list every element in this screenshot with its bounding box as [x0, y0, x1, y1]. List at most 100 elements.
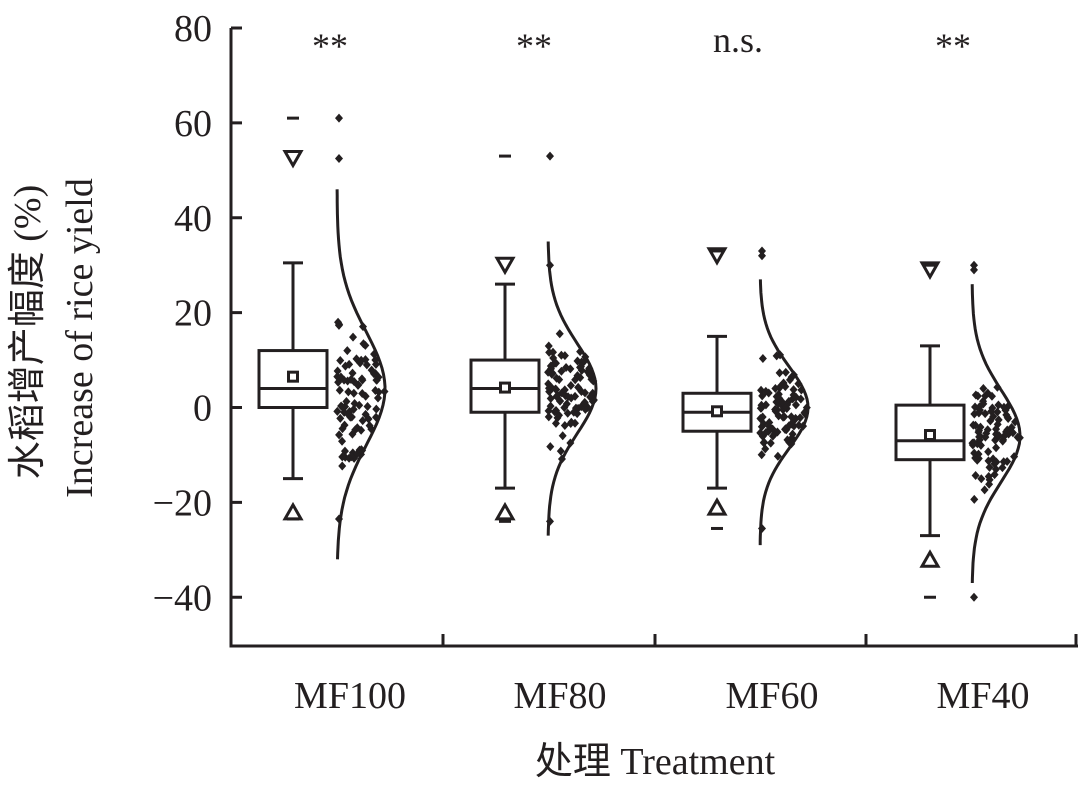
data-point-mf100: [358, 375, 367, 385]
data-point-mf80: [564, 392, 573, 402]
data-point-mf60: [771, 384, 780, 394]
significance-label-mf40: **: [935, 26, 971, 66]
y-tick-label: −40: [153, 577, 212, 619]
data-point-mf100: [349, 332, 358, 342]
y-axis-title-english: Increase of rice yield: [59, 178, 101, 498]
data-point-mf100: [335, 385, 344, 395]
data-point-mf80: [571, 418, 580, 428]
data-point-mf80: [571, 391, 580, 401]
data-point-mf100: [361, 355, 370, 365]
data-point-mf40: [1010, 452, 1019, 462]
data-point-mf80: [569, 407, 578, 417]
data-point-mf80: [589, 395, 598, 405]
data-point-mf100: [345, 453, 354, 463]
x-tick-label-mf100: MF100: [294, 675, 406, 717]
p1-marker-mf100: [282, 501, 304, 521]
data-point-mf60: [789, 416, 798, 426]
extreme-point-mf60: [758, 251, 766, 261]
data-point-mf80: [576, 347, 585, 357]
data-point-mf80: [558, 431, 567, 441]
p99-marker-mf80: [494, 256, 516, 276]
data-point-mf60: [773, 451, 782, 461]
mean-marker-mf40: [924, 429, 936, 442]
y-tick-label: 60: [174, 103, 212, 145]
data-point-mf100: [340, 375, 349, 385]
data-point-mf40: [975, 402, 984, 412]
data-point-mf60: [781, 367, 790, 377]
y-axis-ticks: 80 60 40 20 0 −20 −40: [153, 8, 242, 619]
data-point-mf80: [544, 412, 553, 422]
data-point-mf40: [970, 409, 979, 419]
p1-marker-mf60: [706, 497, 728, 516]
p1-marker-mf80: [494, 501, 516, 521]
data-point-mf40: [992, 424, 1001, 434]
x-tick-label-mf60: MF60: [726, 675, 819, 717]
data-point-mf100: [338, 461, 347, 471]
data-point-mf60: [774, 411, 783, 421]
data-point-mf80: [546, 394, 555, 404]
data-point-mf80: [551, 358, 560, 368]
data-point-mf60: [789, 385, 798, 395]
data-point-mf100: [359, 322, 368, 332]
data-point-mf100: [351, 425, 360, 435]
data-point-mf100: [348, 368, 357, 378]
data-point-mf100: [371, 386, 380, 396]
data-point-mf60: [792, 392, 801, 402]
x-axis-title: 处理 Treatment: [535, 741, 776, 783]
data-point-mf60: [757, 450, 766, 460]
data-point-mf60: [778, 397, 787, 407]
data-point-mf80: [581, 404, 590, 414]
data-point-mf80: [544, 367, 553, 377]
data-point-mf40: [989, 412, 998, 422]
data-point-mf100: [338, 436, 347, 446]
iqr-box-mf40: [894, 403, 966, 462]
data-point-mf80: [563, 408, 572, 418]
data-point-mf60: [766, 438, 775, 448]
data-point-mf100: [374, 372, 383, 382]
extreme-point-mf40: [970, 260, 978, 270]
data-point-mf60: [761, 386, 770, 396]
data-point-mf100: [380, 387, 389, 397]
data-point-mf100: [350, 399, 359, 409]
data-point-mf40: [970, 448, 979, 458]
data-point-mf60: [761, 444, 770, 454]
data-point-mf100: [343, 409, 352, 419]
data-point-mf80: [573, 371, 582, 381]
data-point-mf40: [971, 471, 980, 481]
data-point-mf100: [358, 416, 367, 426]
data-point-mf100: [336, 413, 345, 423]
p99-marker-mf60: [706, 247, 728, 266]
data-point-mf100: [340, 420, 349, 430]
data-point-mf80: [557, 350, 566, 360]
extreme-point-mf80: [546, 151, 554, 161]
data-point-mf60: [788, 429, 797, 439]
data-point-mf60: [768, 424, 777, 434]
data-point-mf80: [580, 398, 589, 408]
data-point-mf60: [775, 368, 784, 378]
data-point-mf40: [980, 485, 989, 495]
data-point-mf60: [797, 385, 806, 395]
data-point-mf40: [994, 430, 1003, 440]
data-point-mf80: [556, 446, 565, 456]
data-point-mf100: [371, 355, 380, 365]
significance-label-mf100: **: [312, 26, 348, 66]
data-point-mf40: [975, 432, 984, 442]
data-point-mf60: [759, 438, 768, 448]
data-point-mf40: [990, 470, 999, 480]
extreme-point-mf100: [335, 113, 343, 123]
data-point-mf40: [993, 407, 1002, 417]
data-point-mf100: [336, 355, 345, 365]
data-point-mf80: [566, 418, 575, 428]
data-point-mf40: [1013, 432, 1022, 442]
data-point-mf100: [365, 421, 374, 431]
data-point-mf100: [334, 317, 343, 327]
data-point-mf100: [363, 401, 372, 411]
data-point-mf40: [993, 382, 1002, 392]
data-point-mf80: [544, 406, 553, 416]
data-point-mf80: [577, 386, 586, 396]
data-point-mf60: [772, 351, 781, 361]
data-point-mf80: [560, 385, 569, 395]
data-point-mf40: [975, 425, 984, 435]
p99-marker-mf40: [919, 261, 941, 280]
x-tick-label-mf40: MF40: [937, 675, 1030, 717]
